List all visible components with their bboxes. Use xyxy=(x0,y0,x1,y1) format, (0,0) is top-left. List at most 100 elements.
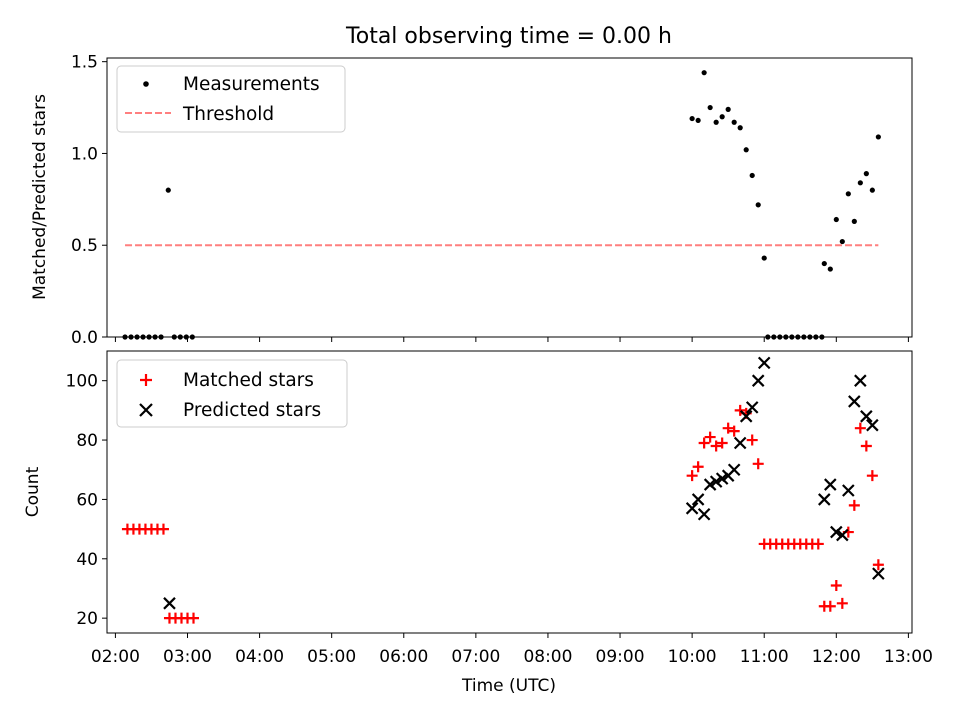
matched-stars-point xyxy=(830,580,842,592)
predicted-stars-point xyxy=(854,374,867,387)
measurements-point xyxy=(857,180,863,186)
measurements-point xyxy=(737,125,743,131)
measurements-point xyxy=(695,117,701,124)
predicted-stars-point xyxy=(860,410,873,423)
ratio-legend-box xyxy=(116,65,346,133)
predicted-stars-point xyxy=(739,410,753,423)
measurements-point xyxy=(875,134,881,140)
x-tick-label: 05:00 xyxy=(307,647,356,667)
x-tick-label: 10:00 xyxy=(668,647,717,667)
measurements-point xyxy=(851,218,857,224)
matched-stars-point xyxy=(836,597,848,609)
count-marks xyxy=(121,356,885,624)
legend-measurements-marker xyxy=(143,81,149,87)
measurements-point xyxy=(731,119,737,125)
matched-stars-point xyxy=(692,461,704,473)
x-tick-label: 03:00 xyxy=(163,647,212,667)
y-tick-label: 60 xyxy=(76,490,98,510)
measurements-point xyxy=(755,202,761,208)
predicted-stars-point xyxy=(751,374,765,387)
predicted-stars-point xyxy=(830,525,843,539)
predicted-stars-point xyxy=(842,484,855,497)
measurements-point xyxy=(839,238,845,245)
legend-predicted-marker xyxy=(139,403,153,417)
y-tick-label: 0.5 xyxy=(71,236,98,256)
measurements-point xyxy=(845,191,851,197)
matched-stars-point xyxy=(752,458,764,470)
measurements-point xyxy=(863,171,869,177)
predicted-stars-point xyxy=(824,478,837,491)
y-tick-label: 80 xyxy=(76,431,98,451)
measurements-point xyxy=(869,187,875,193)
x-tick-label: 12:00 xyxy=(812,647,861,667)
ratio-y-ticks: 0.0 0.5 1.0 1.5 xyxy=(71,53,107,348)
predicted-stars-point xyxy=(697,507,711,521)
ratio-y-axis-label: Matched/Predicted stars xyxy=(30,94,50,300)
matched-stars-point xyxy=(860,440,872,452)
predicted-stars-point xyxy=(745,401,759,414)
predicted-stars-point xyxy=(715,472,729,485)
legend-matched-label: Matched stars xyxy=(183,370,314,391)
x-tick-label: 09:00 xyxy=(596,647,645,667)
x-tick-label: 06:00 xyxy=(379,647,428,667)
matched-stars-point xyxy=(704,431,716,443)
measurements-point xyxy=(749,172,755,179)
y-tick-label: 40 xyxy=(76,550,98,570)
matched-stars-point xyxy=(722,422,734,434)
measurements-point xyxy=(821,260,827,267)
measurements-point xyxy=(827,266,833,272)
matched-stars-point xyxy=(872,559,884,571)
predicted-stars-point xyxy=(691,493,705,506)
measurements-point xyxy=(701,70,707,76)
x-tick-label: 08:00 xyxy=(523,647,572,667)
x-tick-label: 11:00 xyxy=(740,647,789,667)
legend-threshold-label: Threshold xyxy=(182,104,274,125)
measurements-point xyxy=(743,147,749,153)
count-plot-frame xyxy=(106,350,913,634)
count-y-ticks: 20 40 60 80 100 xyxy=(66,372,107,629)
count-legend-box xyxy=(116,359,348,428)
matched-stars-point xyxy=(734,404,746,416)
matched-stars-point xyxy=(188,612,200,624)
predicted-stars-point xyxy=(685,502,699,515)
matched-stars-point xyxy=(866,470,878,482)
predicted-stars-point xyxy=(163,597,176,610)
predicted-stars-point xyxy=(727,463,741,477)
x-tick-label: 13:00 xyxy=(884,647,933,667)
predicted-stars-point xyxy=(733,436,747,450)
x-axis-label: Time (UTC) xyxy=(461,676,556,696)
ratio-panel: Total observing time = 0.00 h Matched/Pr… xyxy=(30,24,913,348)
x-tick-label: 02:00 xyxy=(91,647,140,667)
matched-stars-point xyxy=(686,470,698,482)
y-tick-label: 0.0 xyxy=(71,328,98,348)
count-y-axis-label: Count xyxy=(23,466,43,517)
measurements-point xyxy=(689,115,695,122)
legend-measurements-label: Measurements xyxy=(183,74,320,95)
predicted-stars-point xyxy=(703,478,717,491)
chart-title: Total observing time = 0.00 h xyxy=(345,24,672,49)
count-legend: Matched stars Predicted stars xyxy=(116,359,348,428)
legend-predicted-label: Predicted stars xyxy=(183,400,321,421)
measurements-point xyxy=(165,187,171,193)
matched-stars-point xyxy=(812,538,824,550)
matched-stars-point xyxy=(824,600,836,612)
count-x-ticks: 02:00 03:00 04:00 05:00 06:00 07:00 08:00 09:00… xyxy=(91,633,933,667)
measurements-point xyxy=(719,114,725,120)
measurements-point xyxy=(707,104,713,111)
matched-stars-point xyxy=(157,523,169,535)
measurements-point xyxy=(725,106,731,112)
ratio-x-ticks xyxy=(114,337,909,342)
ratio-legend: Measurements Threshold xyxy=(116,65,346,133)
measurements-point xyxy=(833,216,839,223)
ratio-plot-frame xyxy=(106,57,913,338)
matched-stars-point xyxy=(848,499,860,511)
matched-stars-point xyxy=(854,422,866,434)
y-tick-label: 20 xyxy=(76,609,98,629)
matched-stars-point xyxy=(728,425,740,437)
predicted-stars-point xyxy=(848,395,861,408)
matched-stars-point xyxy=(746,434,758,446)
y-tick-label: 1.5 xyxy=(71,53,98,73)
predicted-stars-point xyxy=(757,356,771,370)
